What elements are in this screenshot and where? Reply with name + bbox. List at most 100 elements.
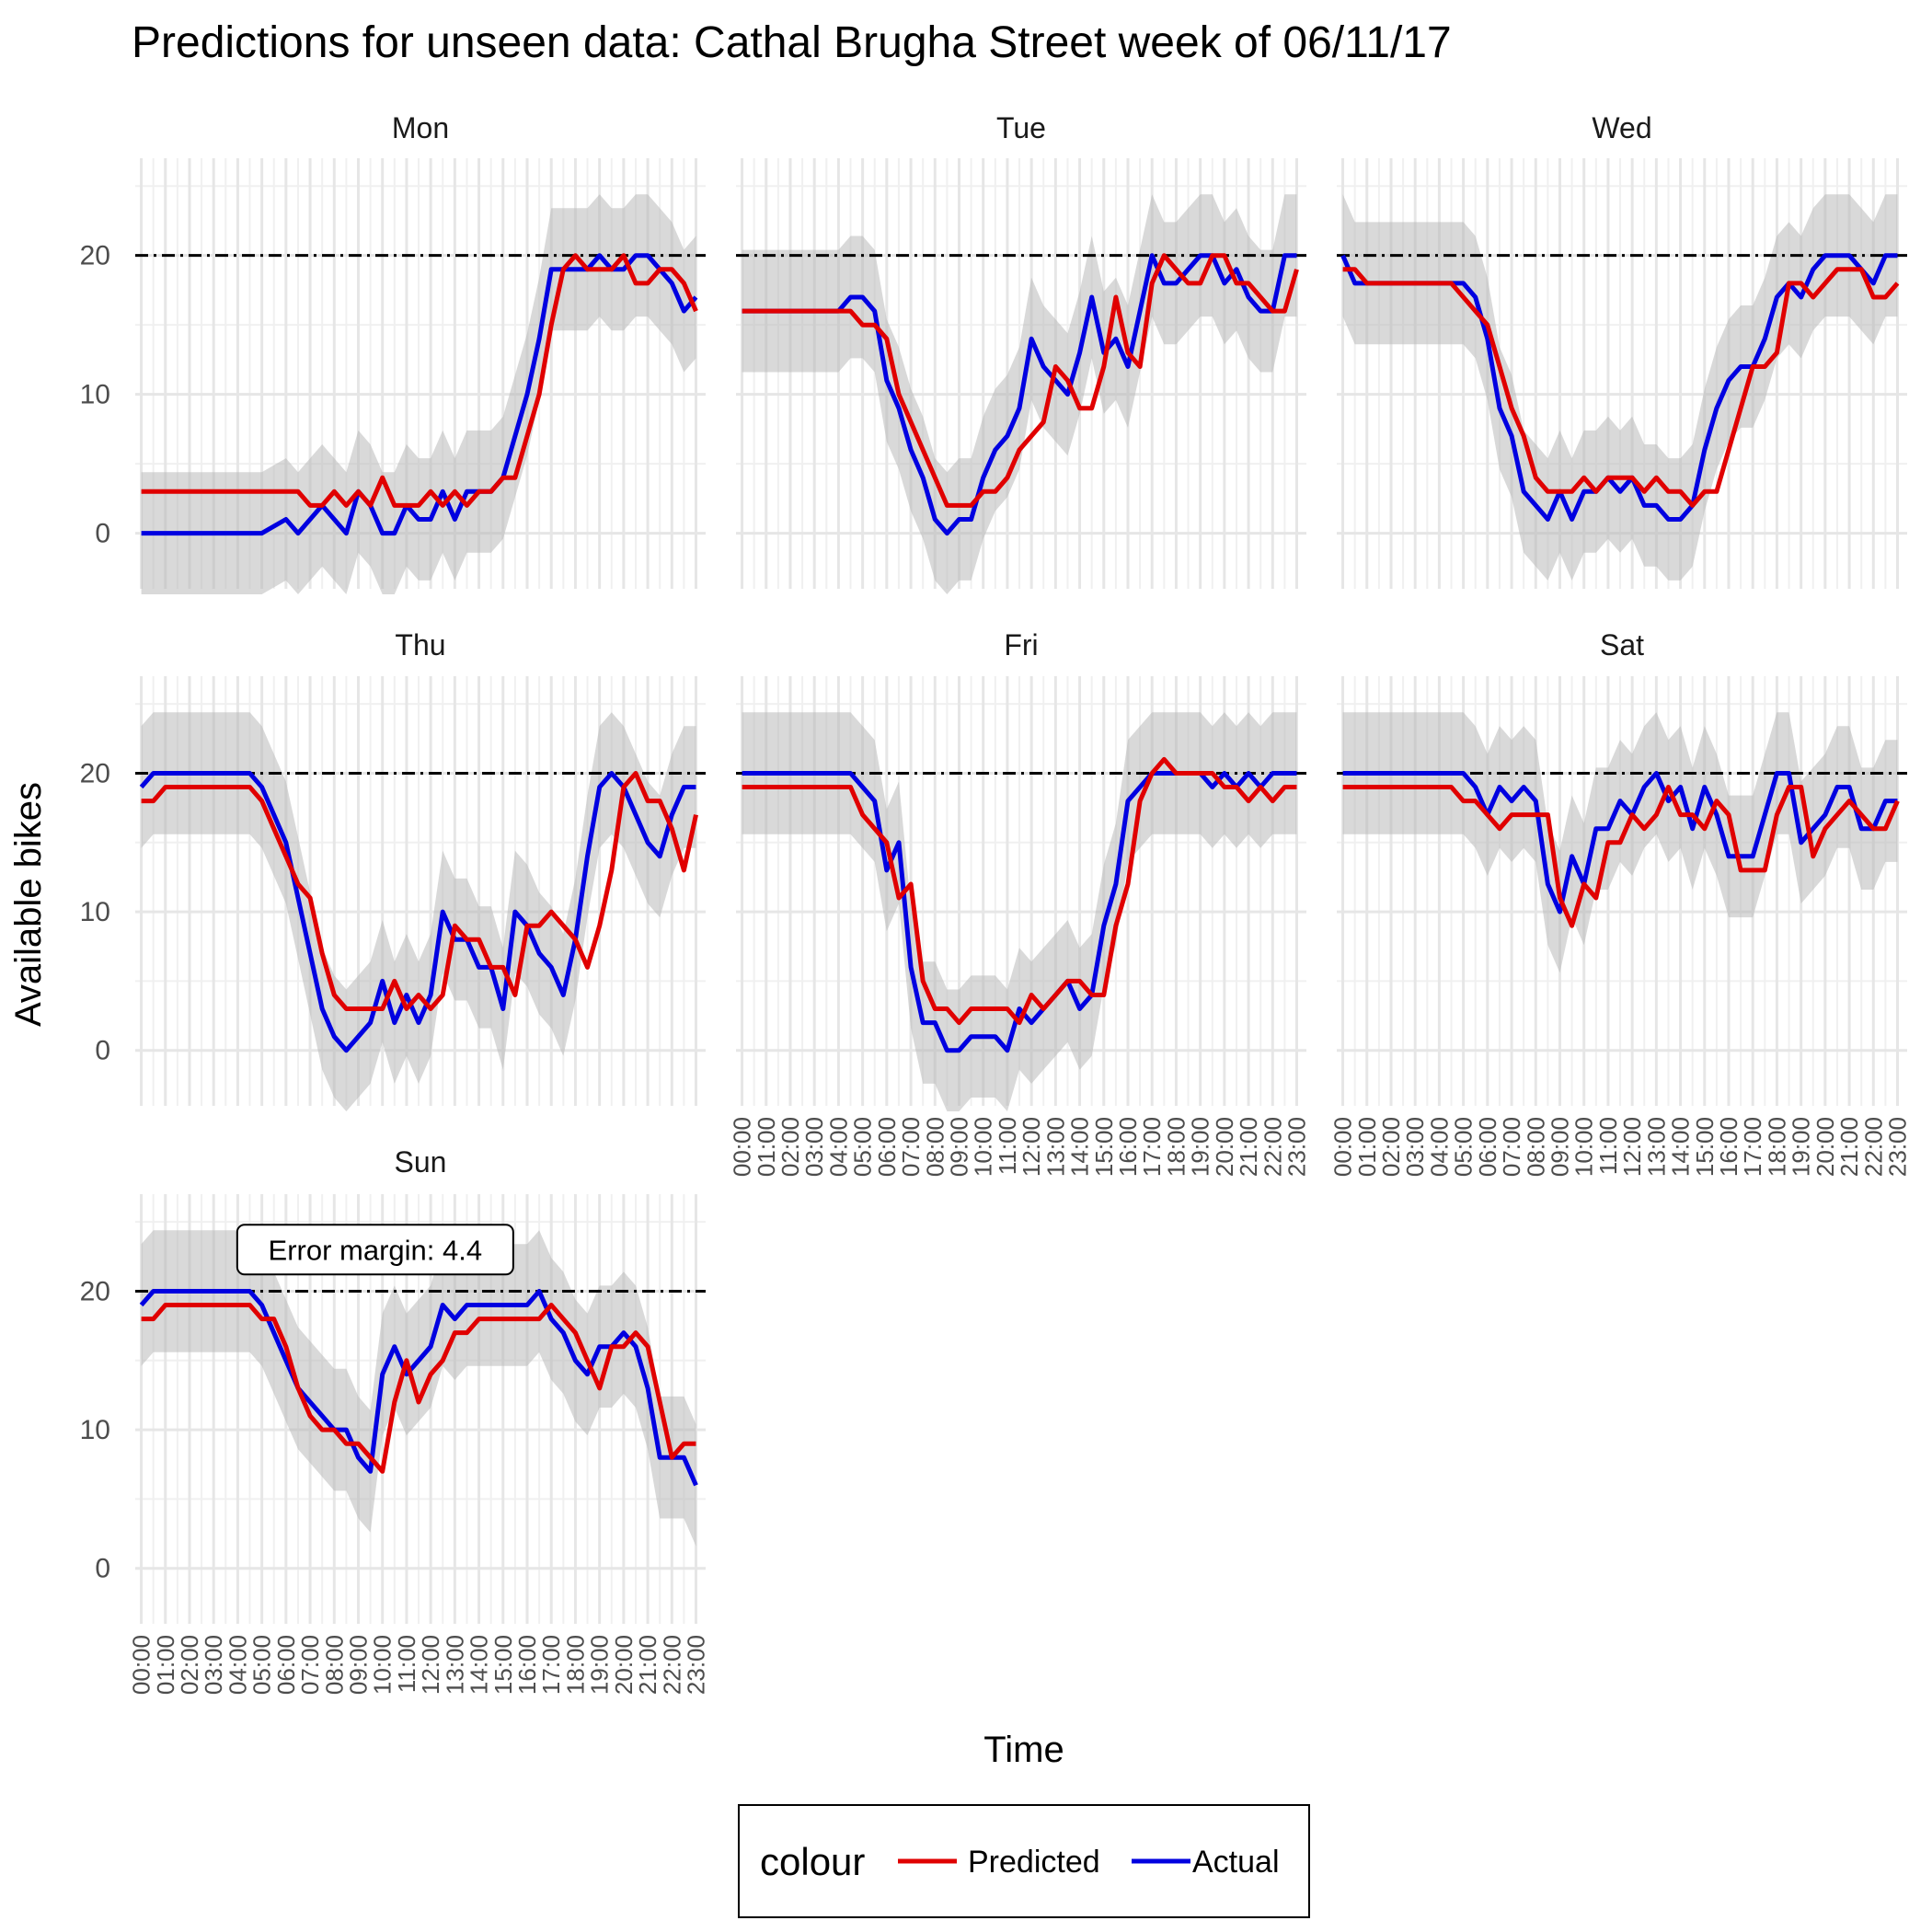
x-tick-label: 02:00 <box>176 1635 203 1695</box>
x-tick-label: 06:00 <box>873 1117 901 1177</box>
panel-wed: Wed <box>1337 111 1907 589</box>
x-axis-title: Time <box>983 1730 1064 1770</box>
x-tick-label: 09:00 <box>344 1635 372 1695</box>
x-tick-label: 13:00 <box>441 1635 468 1695</box>
strip-label-thu: Thu <box>395 628 445 661</box>
x-tick-label: 22:00 <box>1259 1117 1286 1177</box>
x-tick-label: 06:00 <box>272 1635 300 1695</box>
x-tick-label: 14:00 <box>466 1635 493 1695</box>
y-tick-label: 20 <box>80 758 110 788</box>
y-tick-label: 20 <box>80 241 110 271</box>
series-actual-mon <box>141 253 698 536</box>
y-tick-label: 20 <box>80 1276 110 1306</box>
panel-fri: Fri 00:0001:0002:0003:0004:0005:0006:0007… <box>729 628 1311 1177</box>
panel-sun: Sun 0 10 20 00:0001:0002:0003:0004:0005:0006… <box>80 1145 710 1695</box>
x-tick-label: 21:00 <box>1835 1117 1863 1177</box>
strip-label-tue: Tue <box>996 111 1046 144</box>
strip-label-wed: Wed <box>1592 111 1651 144</box>
y-tick-label: 0 <box>95 1036 110 1066</box>
error-ribbon-tue <box>742 194 1297 595</box>
x-tick-label: 12:00 <box>1618 1117 1646 1177</box>
x-tick-label: 21:00 <box>634 1635 661 1695</box>
y-tick-label: 0 <box>95 1554 110 1584</box>
x-tick-label: 11:00 <box>1594 1117 1622 1175</box>
x-tick-label: 21:00 <box>1235 1117 1262 1177</box>
x-tick-label: 19:00 <box>586 1635 614 1695</box>
legend-title: colour <box>760 1840 865 1883</box>
strip-label-sat: Sat <box>1600 628 1644 661</box>
series-predicted-wed <box>1342 267 1900 508</box>
series-predicted-mon <box>141 253 698 508</box>
x-tick-label: 23:00 <box>1884 1117 1912 1177</box>
x-tick-label: 01:00 <box>753 1117 780 1177</box>
x-tick-label: 04:00 <box>224 1635 251 1695</box>
x-tick-label: 16:00 <box>513 1635 541 1695</box>
annotation-box <box>236 1224 514 1276</box>
panel-tue: Tue <box>736 111 1306 595</box>
x-tick-label: 10:00 <box>369 1635 397 1695</box>
x-tick-label: 23:00 <box>683 1635 710 1695</box>
series-predicted-thu <box>141 771 698 1011</box>
strip-label-sun: Sun <box>395 1145 447 1179</box>
annotation-error-margin: Error margin: 4.4 <box>269 1234 483 1266</box>
error-ribbon-fri <box>742 712 1297 1111</box>
x-tick-label: 08:00 <box>1522 1117 1549 1177</box>
x-tick-label: 22:00 <box>1859 1117 1887 1177</box>
x-tick-label: 16:00 <box>1715 1117 1742 1177</box>
x-tick-label: 13:00 <box>1642 1117 1670 1177</box>
x-tick-label: 17:00 <box>1739 1117 1766 1177</box>
legend-label-actual: Actual <box>1192 1845 1280 1880</box>
series-predicted-tue <box>742 253 1299 508</box>
legend-label-predicted: Predicted <box>968 1845 1100 1880</box>
x-tick-label: 10:00 <box>970 1117 997 1177</box>
x-tick-label: 12:00 <box>417 1635 444 1695</box>
x-tick-label: 12:00 <box>1018 1117 1045 1177</box>
x-tick-label: 07:00 <box>897 1117 925 1177</box>
error-ribbon-thu <box>141 712 696 1111</box>
x-tick-label: 10:00 <box>1570 1117 1598 1177</box>
x-tick-label: 11:00 <box>393 1635 420 1693</box>
x-tick-label: 20:00 <box>1811 1117 1839 1177</box>
x-tick-label: 23:00 <box>1283 1117 1311 1177</box>
x-tick-label: 22:00 <box>658 1635 685 1695</box>
x-tick-label: 18:00 <box>1162 1117 1190 1177</box>
x-tick-label: 03:00 <box>1401 1117 1429 1177</box>
x-tick-label: 15:00 <box>489 1635 517 1695</box>
x-tick-label: 20:00 <box>610 1635 638 1695</box>
series-actual-sat <box>1342 771 1898 914</box>
x-tick-label: 05:00 <box>1450 1117 1478 1177</box>
x-tick-label: 06:00 <box>1474 1117 1501 1177</box>
chart-title: Predictions for unseen data: Cathal Brug… <box>132 18 1452 67</box>
x-tick-label: 11:00 <box>994 1117 1021 1175</box>
series-predicted-sun <box>141 1303 696 1474</box>
x-tick-label: 07:00 <box>1498 1117 1525 1177</box>
x-tick-label: 17:00 <box>1138 1117 1166 1177</box>
x-tick-label: 07:00 <box>296 1635 324 1695</box>
x-tick-label: 01:00 <box>152 1635 179 1695</box>
panel-thu: Thu 0 10 20 <box>80 628 706 1111</box>
x-tick-label: 00:00 <box>729 1117 756 1177</box>
x-tick-label: 20:00 <box>1211 1117 1238 1177</box>
series-actual-wed <box>1340 253 1898 522</box>
x-tick-label: 03:00 <box>200 1635 227 1695</box>
x-tick-label: 17:00 <box>537 1635 565 1695</box>
x-tick-label: 02:00 <box>776 1117 804 1177</box>
panel-mon: Mon 0 10 20 <box>80 111 706 595</box>
x-tick-label: 15:00 <box>1691 1117 1719 1177</box>
y-axis-title: Available bikes <box>8 782 49 1027</box>
x-tick-label: 00:00 <box>1329 1117 1357 1177</box>
series-actual-thu <box>139 771 696 1053</box>
x-tick-label: 04:00 <box>1425 1117 1453 1177</box>
x-tick-label: 03:00 <box>800 1117 828 1177</box>
x-tick-label: 14:00 <box>1066 1117 1094 1177</box>
y-tick-label: 10 <box>80 1415 110 1445</box>
y-tick-label: 10 <box>80 380 110 410</box>
x-tick-label: 13:00 <box>1041 1117 1069 1177</box>
x-tick-label: 05:00 <box>248 1635 276 1695</box>
x-tick-label: 08:00 <box>921 1117 949 1177</box>
panel-sat: Sat 00:0001:0002:0003:0004:0005:0006:0007… <box>1329 628 1912 1177</box>
series-predicted-fri <box>742 756 1297 1026</box>
x-tick-label: 19:00 <box>1187 1117 1214 1177</box>
x-tick-label: 14:00 <box>1667 1117 1695 1177</box>
